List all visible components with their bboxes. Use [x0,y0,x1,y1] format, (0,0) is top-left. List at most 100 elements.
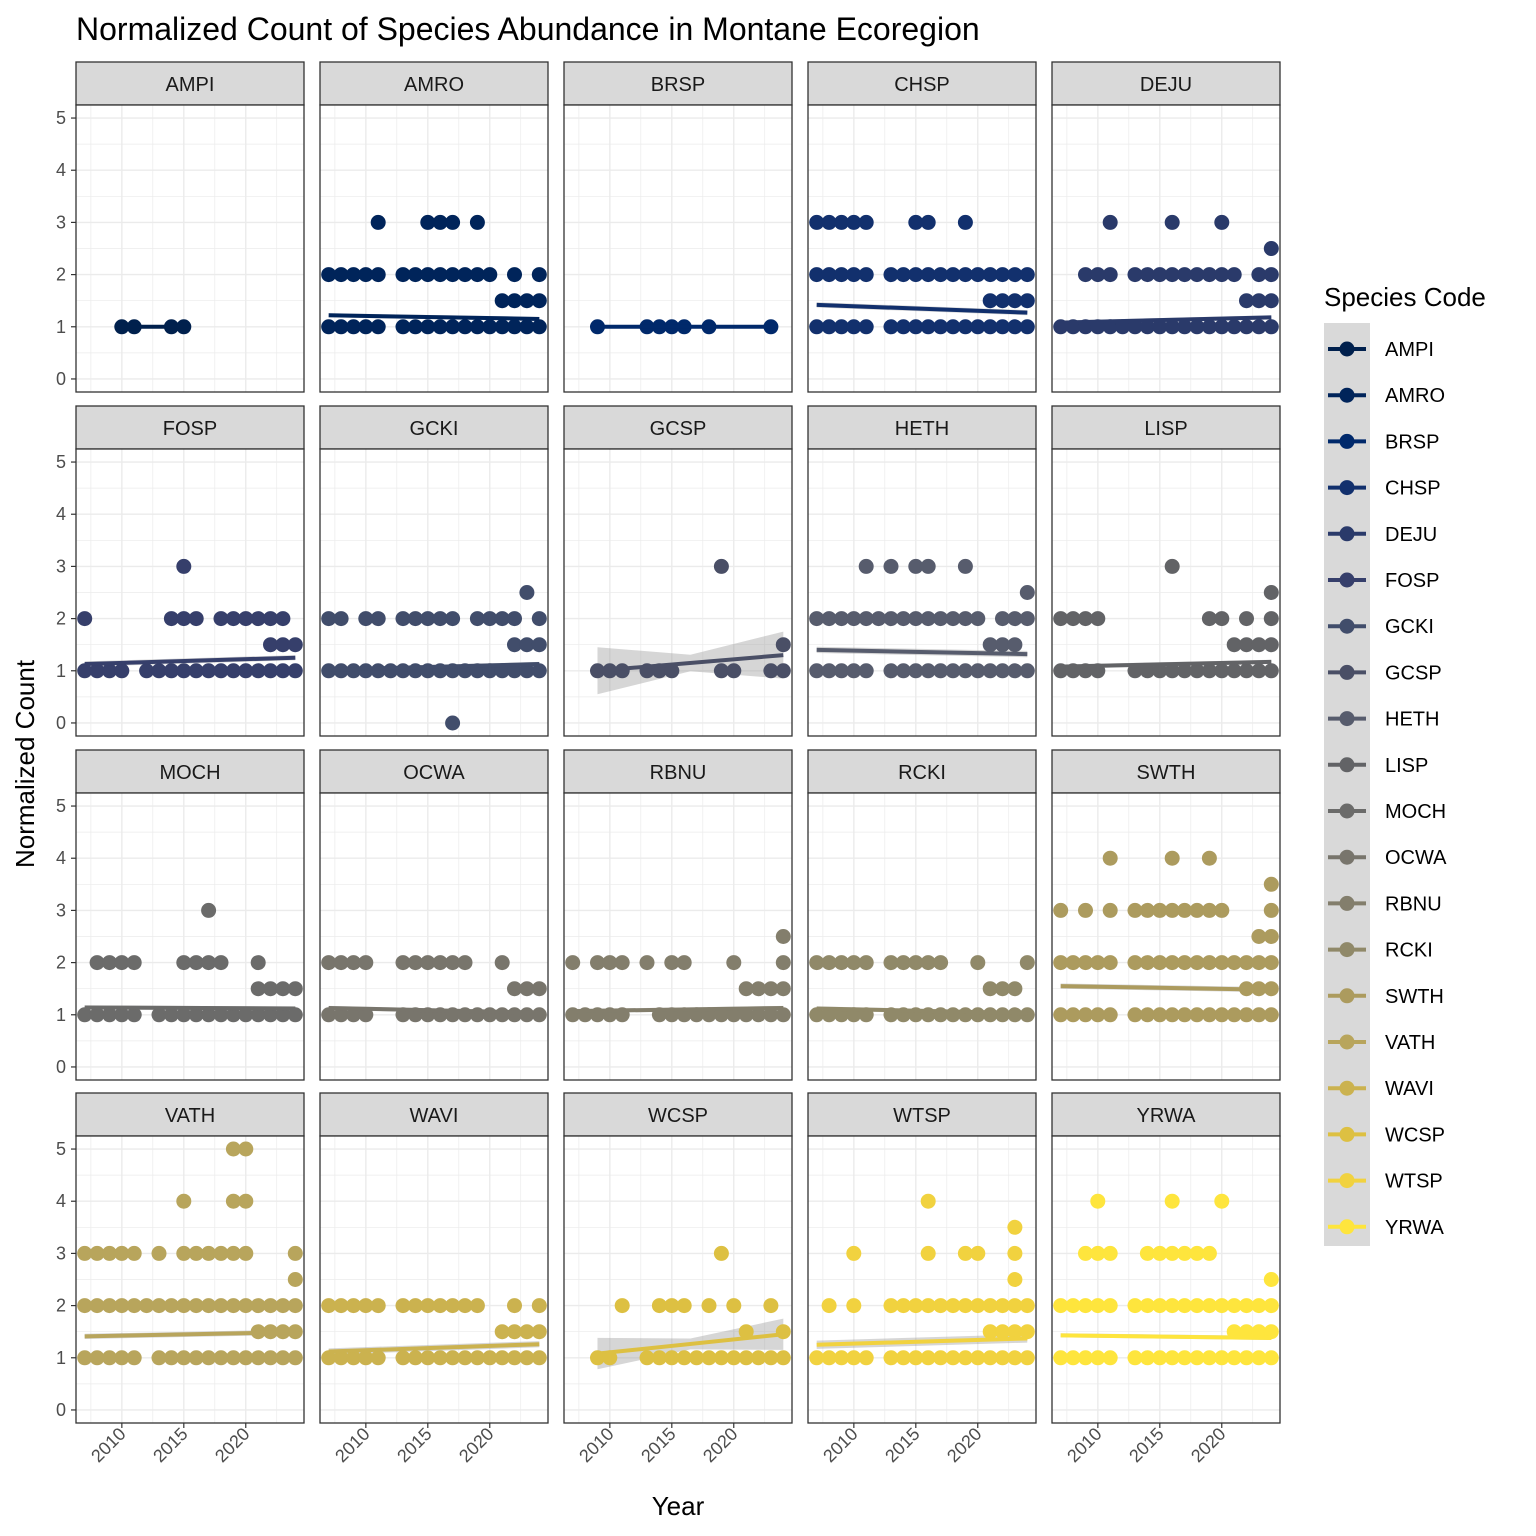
data-point [995,981,1010,997]
data-point [250,1298,266,1314]
legend-item-gcki: GCKI [1328,616,1434,638]
data-point [920,1350,936,1366]
legend-item-wavi: WAVI [1328,1078,1434,1100]
data-point [713,1007,729,1023]
legend-key-point [1339,757,1355,773]
data-point [775,955,791,971]
data-point [176,663,192,679]
strip-background [75,405,305,450]
legend-label: MOCH [1385,801,1446,823]
data-point [321,1298,337,1314]
data-point [432,1298,448,1314]
legend-key-background [1324,323,1370,1246]
legend-label: WTSP [1385,1171,1443,1193]
data-point [77,1298,93,1314]
data-point [1053,1350,1069,1366]
data-point [775,1350,791,1366]
data-point [1239,1324,1254,1340]
legend-key-point [1339,387,1355,403]
trend-line [1060,659,1272,669]
legend-label: BRSP [1385,431,1439,453]
data-point [995,1298,1010,1314]
data-point [333,1298,349,1314]
data-point [395,1350,411,1366]
data-point [590,955,605,971]
data-point [482,319,498,335]
trend-line [1060,315,1272,325]
data-point [908,611,924,627]
data-point [1164,1298,1180,1314]
data-point [346,955,361,971]
data-point [1139,663,1155,679]
data-point [507,1350,522,1366]
data-point [908,1350,924,1366]
strip-background [563,749,793,794]
data-point [602,955,618,971]
y-tick-label: 2 [56,265,66,285]
data-point [1226,267,1242,283]
data-point [1007,663,1023,679]
trend-line [328,1005,540,1015]
data-point [126,1350,142,1366]
data-point [1007,981,1023,997]
panel-border [563,1135,793,1424]
data-point [908,558,924,574]
data-point [1102,1245,1118,1261]
data-point [982,1324,998,1340]
data-point [1177,1350,1193,1366]
strip-label: AMRO [404,74,464,96]
data-point [713,558,729,574]
data-point [102,1350,117,1366]
data-point [432,267,448,283]
data-point [176,1245,192,1261]
data-point [188,1298,204,1314]
data-point [213,1350,229,1366]
data-point [370,214,386,230]
data-point [445,267,461,283]
data-point [407,1298,423,1314]
data-point [102,1298,117,1314]
data-point [738,1350,754,1366]
data-point [531,1007,547,1023]
data-point [1152,1245,1168,1261]
legend-item-wcsp: WCSP [1328,1124,1445,1146]
y-tick-label: 3 [56,556,66,576]
data-point [370,1350,386,1366]
data-point [176,611,192,627]
data-point [395,1298,411,1314]
data-point [494,1350,510,1366]
data-point [432,955,448,971]
data-point [809,1007,825,1023]
data-point [77,1007,93,1023]
legend-items: AMPI AMRO BRSP CHSP DEJU FOSP GCKI GCSP HETH LISP… [1328,339,1447,1239]
legend-item-gcsp: GCSP [1328,662,1442,684]
data-point [457,1350,473,1366]
data-point [213,1245,229,1261]
data-point [1090,1298,1106,1314]
data-point [1007,1324,1023,1340]
data-point [250,1350,266,1366]
data-point [238,1007,254,1023]
data-point [1007,637,1023,653]
data-point [883,1298,899,1314]
data-point [945,319,961,335]
data-point [263,981,278,997]
data-point [1263,663,1279,679]
data-point [1189,902,1205,918]
strip-label: DEJU [1140,74,1192,96]
data-point [176,1298,192,1314]
data-point [358,611,374,627]
data-point [995,319,1010,335]
data-point [346,1007,361,1023]
data-point [407,1350,423,1366]
data-point [139,1298,155,1314]
data-point [1090,1193,1106,1209]
x-tick-label: 2010 [819,1424,861,1466]
legend-item-ocwa: OCWA [1328,847,1447,869]
panel-border [75,792,305,1081]
data-point [519,981,535,997]
data-point [89,955,105,971]
data-point [920,1193,936,1209]
data-point [250,611,266,627]
panel-border [75,104,305,393]
